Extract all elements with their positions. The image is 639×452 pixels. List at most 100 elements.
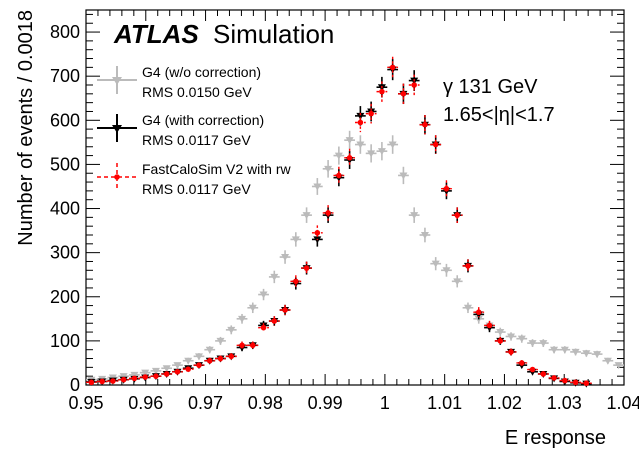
data-point: [291, 236, 300, 244]
data-point: [271, 318, 278, 324]
data-point: [185, 366, 192, 372]
data-point: [303, 265, 310, 271]
data-point: [302, 212, 311, 220]
data-point: [141, 369, 150, 377]
data-point: [325, 210, 331, 216]
x-tick-label: 1.01: [427, 393, 462, 413]
x-tick-label: 1.02: [487, 393, 522, 413]
data-point: [356, 141, 365, 149]
legend-entry-g4-uncorrected: G4 (w/o correction) RMS 0.0150 GeV: [97, 64, 261, 100]
x-tick-label: 0.98: [248, 393, 283, 413]
data-point: [422, 121, 428, 128]
data-point: [603, 357, 612, 365]
legend-label-fastcalosim: FastCaloSim V2 with rw: [142, 161, 291, 177]
data-point: [486, 322, 493, 329]
data-point: [99, 378, 105, 385]
data-point: [131, 375, 138, 382]
data-point: [517, 335, 526, 343]
data-point: [163, 371, 170, 377]
data-point: [388, 141, 397, 149]
data-point: [518, 360, 525, 366]
data-point: [293, 278, 299, 285]
data-point: [550, 346, 559, 354]
x-tick-label: 1.04: [606, 393, 639, 413]
data-point: [142, 374, 148, 380]
data-point: [346, 154, 353, 161]
data-point: [119, 373, 128, 381]
data-point: [400, 91, 407, 97]
data-point: [239, 342, 245, 349]
data-point: [377, 148, 386, 156]
x-tick-label: 0.97: [188, 393, 223, 413]
data-point: [248, 304, 257, 312]
legend-rms-g4-corrected: RMS 0.0117 GeV: [142, 132, 251, 148]
y-axis-label: Number of events / 0.0018: [15, 10, 37, 246]
data-point: [465, 263, 471, 269]
data-point: [110, 378, 116, 384]
data-point: [88, 379, 95, 386]
y-tick-label: 300: [50, 243, 80, 263]
atlas-logo-text: ATLAS: [113, 19, 199, 49]
legend-label-g4-corrected: G4 (with correction): [142, 112, 264, 128]
x-axis-label: E response: [505, 427, 606, 449]
axis-ticks: [85, 10, 625, 386]
data-point: [249, 342, 256, 349]
y-tick-label: 0: [70, 375, 80, 395]
data-point: [313, 183, 322, 191]
data-point: [389, 64, 396, 71]
legend-marker-g4-corrected: [112, 125, 122, 133]
data-point: [217, 355, 224, 362]
data-point: [205, 346, 214, 354]
x-tick-labels: 0.95 0.96 0.97 0.98 0.99 1 1.01 1.02 1.03 1.04: [68, 393, 639, 413]
series-g4-uncorrected: [86, 130, 624, 384]
simulation-label: Simulation: [213, 19, 334, 49]
data-point: [496, 329, 505, 337]
data-point: [475, 309, 482, 316]
x-tick-label: 0.96: [128, 393, 163, 413]
data-point: [431, 260, 440, 268]
legend-rms-g4-uncorrected: RMS 0.0150 GeV: [142, 84, 252, 100]
x-tick-label: 0.99: [308, 393, 343, 413]
data-point: [508, 349, 514, 355]
series-layer: [86, 56, 624, 388]
y-tick-label: 500: [50, 154, 80, 174]
data-point: [593, 351, 602, 359]
data-point: [540, 371, 547, 377]
x-tick-label: 1.03: [547, 393, 582, 413]
legend-entry-fastcalosim: FastCaloSim V2 with rw RMS 0.0117 GeV: [97, 161, 291, 197]
data-point: [270, 273, 279, 281]
data-point: [174, 368, 181, 375]
data-point: [399, 172, 408, 180]
data-point: [130, 371, 139, 379]
data-point: [228, 353, 235, 360]
data-point: [529, 366, 536, 373]
data-point: [562, 377, 568, 384]
data-point: [238, 315, 247, 323]
y-tick-label: 400: [50, 199, 80, 219]
data-point: [614, 362, 623, 370]
data-point: [571, 348, 580, 356]
data-point: [582, 350, 591, 358]
data-point: [560, 346, 569, 354]
data-point: [453, 278, 462, 286]
y-tick-labels: 0 100 200 300 400 500 600 700 800: [50, 22, 80, 395]
data-point: [260, 324, 267, 331]
data-point: [410, 212, 419, 220]
data-point: [194, 353, 203, 361]
series-fastcalosim: [86, 56, 592, 387]
data-point: [314, 229, 321, 236]
annotation-eta: 1.65<|η|<1.7: [443, 104, 555, 126]
data-point: [463, 304, 472, 312]
data-point: [539, 340, 548, 348]
data-point: [184, 357, 193, 365]
legend: G4 (w/o correction) RMS 0.0150 GeV G4 (w…: [97, 64, 291, 197]
y-tick-label: 800: [50, 22, 80, 42]
data-point: [367, 150, 376, 158]
data-point: [259, 291, 268, 299]
legend-rms-fastcalosim: RMS 0.0117 GeV: [142, 181, 251, 197]
data-point: [324, 165, 333, 173]
data-point: [336, 172, 342, 179]
data-point: [282, 307, 288, 313]
x-tick-label: 1: [380, 393, 390, 413]
data-point: [227, 326, 236, 334]
